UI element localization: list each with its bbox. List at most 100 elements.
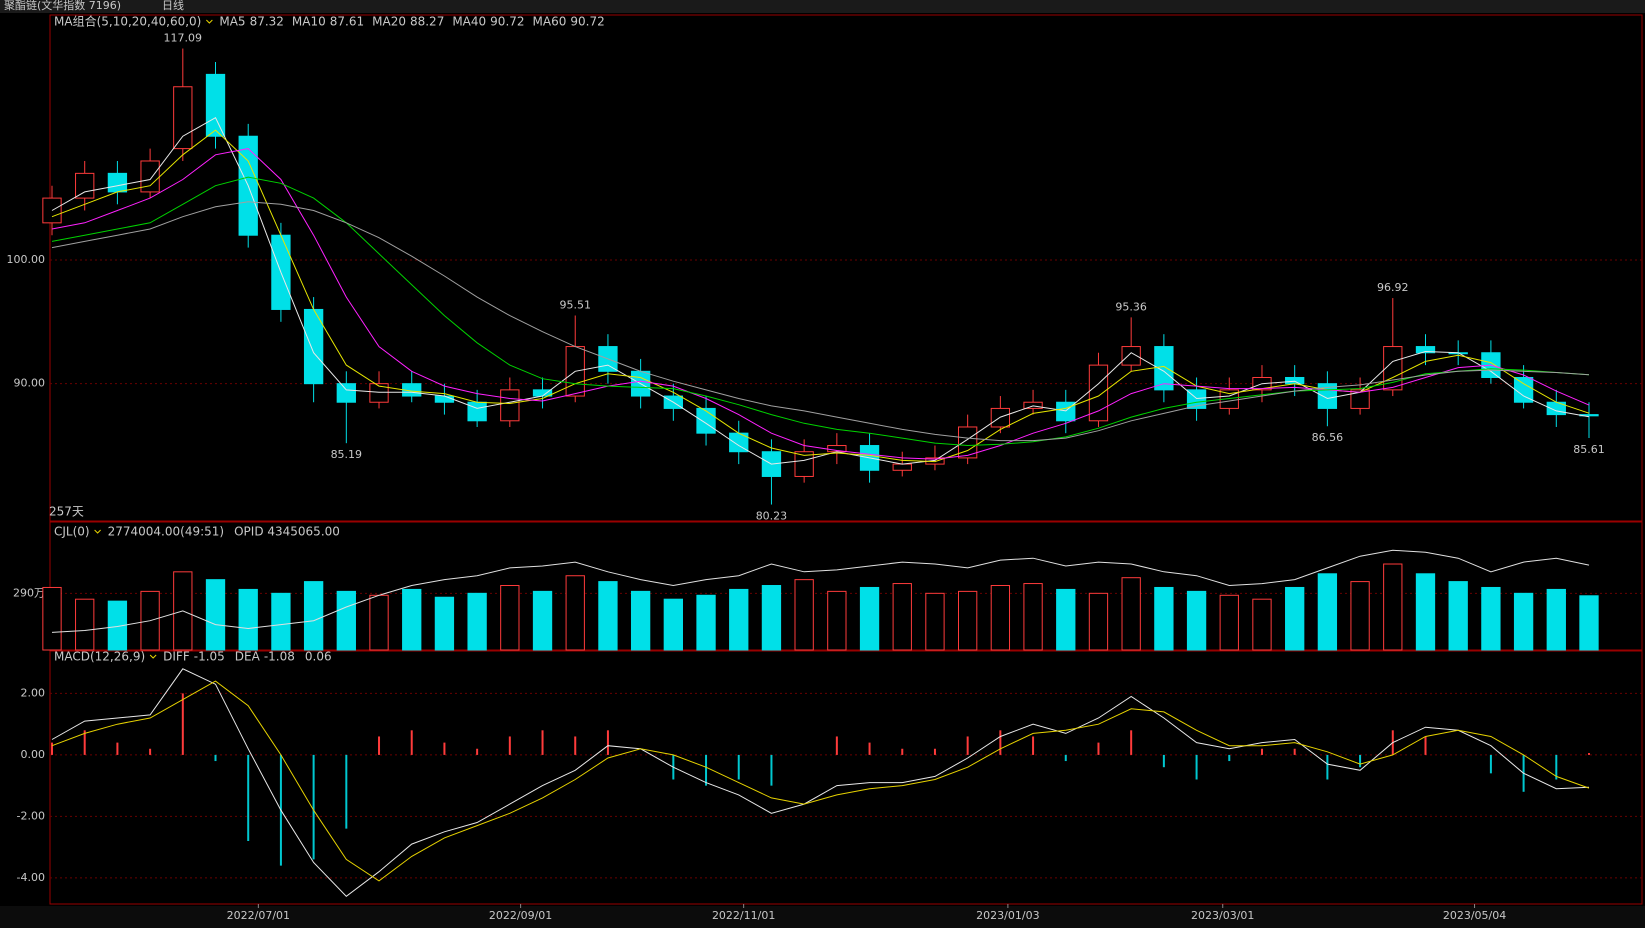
candle-body [1285, 376, 1305, 385]
macd-line [51, 680, 1590, 882]
candle-body [892, 463, 912, 471]
volume-bar [1579, 595, 1599, 651]
x-tick-label: 2022/07/01 [227, 909, 290, 922]
extreme-label: 86.56 [1312, 431, 1344, 444]
y-tick-label: 0.00 [21, 748, 46, 761]
volume-bar [565, 575, 585, 651]
volume-bar [1448, 581, 1468, 651]
ma-line [51, 201, 1590, 442]
volume-bar [336, 590, 356, 651]
volume-bar [75, 598, 95, 651]
candle-body [467, 401, 487, 422]
volume-bar [990, 585, 1011, 651]
legend-value: 87.61 [330, 15, 364, 29]
macd-line [51, 668, 1590, 897]
volume-bar [1415, 573, 1436, 651]
candle-body [696, 407, 716, 434]
panel-frame [49, 650, 1643, 905]
legend-name: MA60 [533, 15, 567, 29]
volume-bar [729, 588, 749, 651]
candle-body [1513, 376, 1534, 403]
volume-bar [303, 581, 324, 651]
volume-bar [500, 585, 520, 651]
candle-body [369, 383, 389, 403]
open-interest-line [51, 549, 1590, 633]
volume-bar [238, 588, 258, 651]
candle-body [173, 86, 193, 150]
histogram-value: 0.06 [305, 650, 332, 664]
volume-bar [1252, 598, 1272, 651]
volume-bar [1513, 592, 1534, 651]
candle-body [1088, 364, 1109, 422]
y-tick-label: 100.00 [7, 253, 46, 266]
y-tick-label: 2.00 [21, 686, 46, 699]
volume-bar [1186, 590, 1207, 651]
volume-bar [402, 588, 422, 651]
volume-bar [434, 596, 455, 651]
extreme-label: 85.61 [1573, 443, 1605, 456]
indicator-dropdown[interactable] [149, 654, 157, 659]
legend-name: DEA [235, 650, 261, 664]
day-count: 257天 [49, 505, 84, 519]
x-tick-label: 2023/03/01 [1191, 909, 1254, 922]
legend-value: 88.27 [410, 15, 444, 29]
volume-bar [892, 583, 912, 651]
candle-body [205, 73, 226, 137]
legend-value: 90.72 [490, 15, 524, 29]
volume-bar [1350, 581, 1370, 651]
candle-body [75, 172, 95, 199]
volume-bar [1121, 577, 1141, 651]
volume-bar [107, 600, 128, 651]
volume-bar [696, 594, 716, 651]
candle-body [1121, 346, 1141, 366]
volume-bar [1317, 573, 1338, 651]
indicator-dropdown[interactable] [206, 19, 213, 24]
x-tick-label: 2023/01/03 [976, 909, 1039, 922]
legend-name: MA5 [219, 15, 245, 29]
volume-bar [42, 586, 62, 651]
candle-body [500, 389, 520, 422]
extreme-label: 117.09 [164, 32, 203, 45]
volume-bar [761, 585, 782, 651]
volume-readout: 2774004.00(49:51) [108, 525, 224, 539]
oi-readout: OPID 4345065.00 [234, 525, 340, 539]
indicator-name: CJL(0) [54, 525, 90, 539]
volume-bar [925, 592, 945, 651]
extreme-label: 85.19 [331, 448, 363, 461]
volume-bar [271, 592, 291, 651]
indicator-name: MACD(12,26,9) [54, 650, 145, 664]
volume-bar [1056, 588, 1076, 651]
volume-bar [794, 579, 814, 651]
x-tick-label: 2022/09/01 [489, 909, 552, 922]
legend-value: 87.32 [250, 15, 284, 29]
indicator-name: MA组合(5,10,20,40,60,0) [54, 14, 201, 29]
ma-line [51, 117, 1590, 465]
candle-body [1350, 389, 1370, 409]
period-selector[interactable]: 日线 [162, 0, 184, 12]
candle-body [1023, 401, 1043, 409]
volume-bar [958, 590, 978, 651]
legend-value: -1.05 [194, 650, 225, 664]
volume-bar [205, 579, 226, 651]
volume-bar [1023, 583, 1043, 651]
volume-bar [1219, 594, 1239, 651]
candle-body [794, 451, 814, 477]
volume-bar [1546, 588, 1566, 651]
indicator-dropdown[interactable] [94, 529, 101, 534]
ma-line [51, 176, 1590, 447]
volume-bar [630, 590, 651, 651]
extreme-label: 95.36 [1115, 300, 1147, 313]
legend-name: MA40 [452, 15, 486, 29]
candle-body [336, 383, 356, 403]
volume-bar [369, 594, 389, 651]
volume-bar [1154, 586, 1174, 651]
volume-bar [1088, 592, 1109, 651]
volume-bar [859, 586, 880, 651]
title-bar [0, 0, 1645, 13]
date-strip [0, 906, 1645, 928]
x-tick-label: 2023/05/04 [1443, 909, 1506, 922]
volume-bar [827, 590, 847, 651]
